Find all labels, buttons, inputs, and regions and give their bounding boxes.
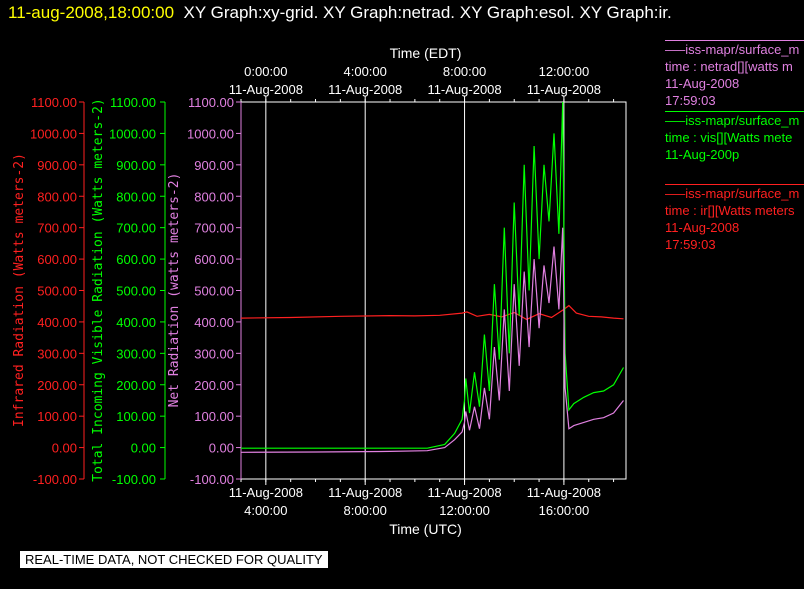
y-tick-label: 900.00	[116, 158, 156, 173]
x-top-tick-label-time: 4:00:00	[344, 64, 387, 79]
legend-rule	[665, 111, 804, 112]
x-tick-label-time: 12:00:00	[439, 503, 490, 518]
y-tick-label: 600.00	[116, 252, 156, 267]
x-top-tick-label-date: 11-Aug-2008	[229, 82, 303, 97]
y-tick-label: 800.00	[37, 189, 77, 204]
legend-line: 17:59:03	[665, 93, 716, 108]
y-tick-label: 100.00	[116, 409, 156, 424]
y-tick-label: 900.00	[37, 158, 77, 173]
graph-titles: XY Graph:xy-grid. XY Graph:netrad. XY Gr…	[183, 3, 672, 22]
y-tick-label: 800.00	[194, 189, 234, 204]
y-tick-label: -100.00	[33, 472, 77, 487]
x-tick-label-date: 11-Aug-2008	[427, 485, 501, 500]
y-tick-label: 1000.00	[109, 126, 156, 141]
y-tick-label: 0.00	[209, 441, 234, 456]
legend-netrad: —–iss-mapr/surface_m time : netrad[][wat…	[665, 40, 804, 109]
y-tick-label: 300.00	[116, 346, 156, 361]
legend-line: 11-Aug-200p	[665, 147, 740, 162]
legend-line: —–iss-mapr/surface_m	[665, 42, 800, 57]
series-line-vis	[241, 101, 625, 449]
quality-note: REAL-TIME DATA, NOT CHECKED FOR QUALITY	[20, 551, 328, 568]
y-tick-label: 500.00	[116, 284, 156, 299]
x-tick-label-time: 16:00:00	[539, 503, 590, 518]
series-line-netrad	[240, 227, 624, 453]
y-tick-label: 1000.00	[30, 126, 77, 141]
y-tick-label: 400.00	[116, 315, 156, 330]
x-tick-label-date: 11-Aug-2008	[229, 485, 303, 500]
y-tick-label: 600.00	[37, 252, 77, 267]
y-tick-label: -100.00	[190, 472, 234, 487]
y-tick-label: 100.00	[194, 409, 234, 424]
y-tick-label: 1000.00	[187, 126, 234, 141]
legend-line: time : ir[][Watts meters	[665, 203, 795, 218]
y-axis-title: Total Incoming Visible Radiation (Watts …	[91, 98, 106, 482]
y-tick-label: 700.00	[116, 221, 156, 236]
y-tick-label: 600.00	[194, 252, 234, 267]
y-tick-label: 700.00	[194, 221, 234, 236]
y-tick-label: 200.00	[37, 378, 77, 393]
y-tick-label: 1100.00	[188, 95, 234, 110]
x-tick-label-date: 11-Aug-2008	[527, 485, 601, 500]
legend-line: —–iss-mapr/surface_m	[665, 186, 800, 201]
y-tick-label: 500.00	[37, 284, 77, 299]
y-axis-title: Net Radiation (watts meters-2)	[167, 173, 182, 408]
y-tick-label: 800.00	[116, 189, 156, 204]
x-top-tick-label-time: 8:00:00	[443, 64, 486, 79]
y-tick-label: 400.00	[194, 315, 234, 330]
y-axis-title: Infrared Radiation (Watts meters-2)	[12, 153, 27, 427]
series-line-ir	[240, 304, 624, 321]
y-tick-label: 400.00	[37, 315, 77, 330]
y-tick-label: -100.00	[112, 472, 156, 487]
y-tick-label: 1100.00	[110, 95, 156, 110]
timestamp: 11-aug-2008,18:00:00	[8, 3, 175, 22]
x-top-axis-label: Time (EDT)	[390, 45, 462, 61]
legend-line: —–iss-mapr/surface_m	[665, 113, 800, 128]
x-top-tick-label-time: 0:00:00	[244, 64, 287, 79]
y-tick-label: 200.00	[194, 378, 234, 393]
x-top-tick-label-time: 12:00:00	[539, 64, 590, 79]
legend-line: 11-Aug-2008	[665, 76, 740, 91]
x-top-tick-label-date: 11-Aug-2008	[328, 82, 402, 97]
legend-ir: —–iss-mapr/surface_m time : ir[][Watts m…	[665, 184, 804, 253]
x-top-tick-label-date: 11-Aug-2008	[527, 82, 601, 97]
title-bar: 11-aug-2008,18:00:00 XY Graph:xy-grid. X…	[8, 3, 672, 23]
x-tick-label-time: 8:00:00	[344, 503, 387, 518]
x-top-tick-label-date: 11-Aug-2008	[427, 82, 501, 97]
legend-rule	[665, 184, 804, 185]
y-tick-label: 300.00	[37, 346, 77, 361]
legend-line: 11-Aug-2008	[665, 220, 740, 235]
legend-line: 17:59:03	[665, 237, 716, 252]
y-tick-label: 200.00	[116, 378, 156, 393]
y-tick-label: 900.00	[194, 158, 234, 173]
x-axis-label: Time (UTC)	[389, 521, 462, 537]
legend-line: time : netrad[][watts m	[665, 59, 793, 74]
legend-line: time : vis[][Watts mete	[665, 130, 793, 145]
y-tick-label: 0.00	[131, 441, 156, 456]
legend-rule	[665, 40, 804, 41]
y-tick-label: 100.00	[37, 409, 77, 424]
y-tick-label: 300.00	[194, 346, 234, 361]
y-tick-label: 0.00	[52, 441, 77, 456]
y-tick-label: 1100.00	[31, 95, 77, 110]
legend-vis: —–iss-mapr/surface_m time : vis[][Watts …	[665, 111, 804, 163]
y-tick-label: 500.00	[194, 284, 234, 299]
x-tick-label-date: 11-Aug-2008	[328, 485, 402, 500]
y-tick-label: 700.00	[37, 221, 77, 236]
x-tick-label-time: 4:00:00	[244, 503, 287, 518]
